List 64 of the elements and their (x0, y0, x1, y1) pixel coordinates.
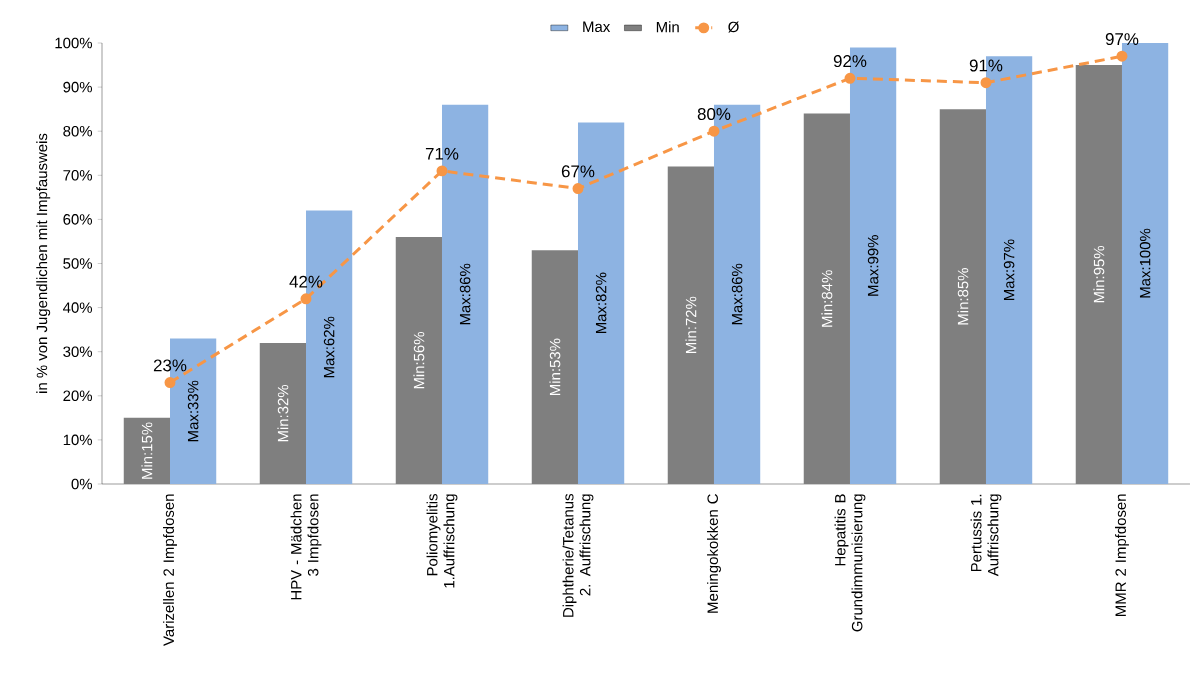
data-label: 92% (833, 55, 867, 68)
point (980, 77, 992, 89)
data-label: Min:85% (957, 268, 969, 325)
bar (803, 113, 850, 484)
y-tick-label: 10% (63, 434, 93, 446)
x-tick-label: Diphtherie/Tetanus 2. Auffrischung (562, 493, 594, 617)
data-label: Max:100% (1139, 228, 1151, 298)
y-tick-label: 60% (63, 214, 93, 225)
data-label: Max:86% (459, 263, 471, 325)
data-label: 71% (425, 147, 459, 160)
bar (1075, 65, 1122, 484)
data-label: Max:82% (595, 272, 607, 334)
point (164, 377, 176, 389)
y-tick-label: 0% (71, 478, 93, 490)
data-label: 91% (969, 59, 1003, 72)
x-tick-label: Poliomyelitis 1.Auffrischung (426, 494, 458, 588)
y-tick-label: 40% (63, 302, 93, 313)
y-tick-label: 100% (55, 37, 93, 49)
x-tick-label: Pertussis 1. Auffrischung (970, 494, 1002, 577)
data-label: 97% (1105, 33, 1139, 46)
x-tick-label: Varizellen 2 Impfdosen (163, 494, 177, 646)
legend-label: Min (656, 21, 679, 33)
point (300, 293, 312, 305)
y-tick-label: 70% (63, 170, 93, 181)
x-tick-label: Hepatitis B Grundimmunisierung (834, 494, 866, 632)
data-label: Max:86% (731, 263, 743, 325)
x-tick-label: Meningokokken C (707, 494, 721, 613)
data-label: 42% (289, 275, 323, 288)
y-axis-title: in % von Jugendlichen mit Impfausweis (36, 133, 51, 393)
bar (667, 166, 714, 484)
y-tick-label: 30% (63, 346, 93, 357)
y-tick-label: 80% (63, 125, 93, 137)
point (708, 125, 720, 137)
bar (395, 237, 442, 484)
data-label: 67% (561, 165, 595, 178)
data-label: Min:56% (413, 331, 425, 389)
data-label: 80% (697, 108, 731, 121)
bar (1121, 43, 1169, 484)
point (436, 165, 448, 177)
y-tick-label: 50% (63, 258, 93, 269)
point (572, 183, 584, 195)
data-label: Min:72% (685, 296, 697, 354)
point (1116, 50, 1128, 62)
data-label: Max:62% (323, 316, 335, 378)
x-tick-label: MMR 2 Impfdosen (1115, 494, 1129, 616)
data-label: 23% (153, 359, 187, 372)
x-tick-label: HPV - Mädchen 3 Impfdosen (290, 494, 322, 600)
bar (259, 342, 306, 484)
data-label: Min:32% (277, 384, 289, 442)
data-label: Max:33% (187, 380, 199, 442)
bar (939, 109, 986, 484)
y-tick-label: 90% (63, 81, 93, 93)
bar (531, 250, 578, 484)
data-label: Max:97% (1003, 239, 1015, 301)
legend-label: Ø (728, 21, 739, 33)
bar (123, 417, 170, 484)
data-label: Min:53% (549, 338, 561, 395)
data-label: Min:84% (821, 270, 833, 327)
legend-label: Max (583, 21, 611, 33)
point (844, 72, 856, 84)
data-label: Min:15% (141, 422, 153, 479)
data-label: Max:99% (867, 235, 879, 296)
y-tick-label: 20% (63, 390, 93, 402)
data-label: Min:95% (1093, 246, 1105, 303)
